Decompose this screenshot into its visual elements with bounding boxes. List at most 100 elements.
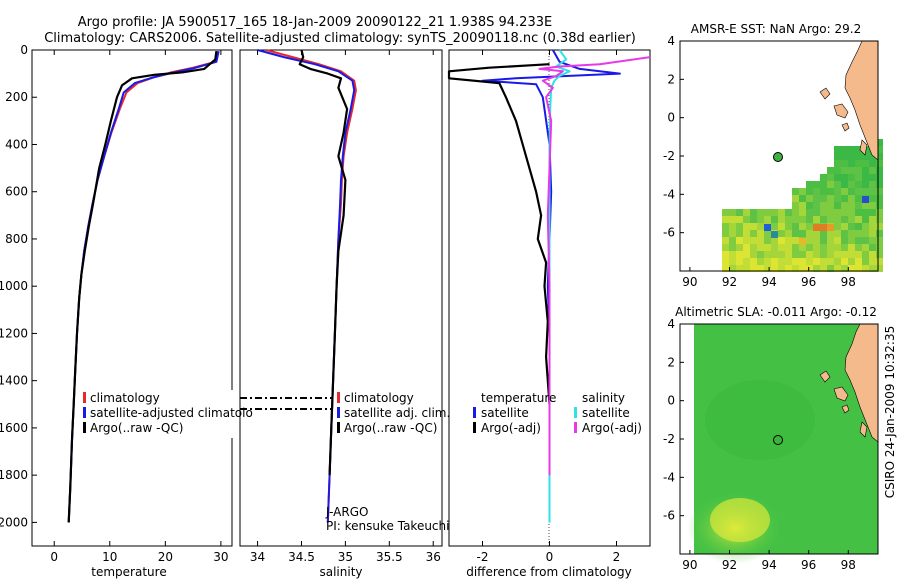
sst-cell (813, 251, 820, 258)
legend3-swatch-cyan (574, 407, 577, 418)
sst-cell (848, 174, 855, 181)
sst-cell (876, 244, 883, 251)
sst-cell (778, 223, 785, 230)
sst-cell (848, 258, 855, 265)
sst-cell (855, 223, 862, 230)
sst-cell (820, 237, 827, 244)
difference-series (447, 49, 651, 523)
map-xtick-label: 90 (682, 275, 697, 289)
sst-cell (876, 230, 883, 237)
sla-island-2 (833, 386, 849, 402)
sla-map-title: Altimetric SLA: -0.011 Argo: -0.12 (675, 305, 877, 319)
xtick-label: 30 (213, 550, 228, 564)
sst-cell (869, 174, 876, 181)
sst-cell (813, 216, 820, 223)
sst-cell (876, 167, 883, 174)
legend3-sal-satellite: satellite (582, 406, 630, 420)
sst-cell (792, 265, 799, 272)
sst-cell (841, 195, 848, 202)
sst-cell (771, 265, 778, 272)
sst-cell (841, 258, 848, 265)
sst-cell (778, 216, 785, 223)
sst-cell (778, 265, 785, 272)
xtick-label: 36 (426, 550, 441, 564)
sst-cell (743, 237, 750, 244)
map-ytick-label: 4 (667, 317, 675, 331)
sst-cell (820, 258, 827, 265)
sst-map-title: AMSR-E SST: NaN Argo: 29.2 (691, 22, 861, 36)
sst-cell (736, 209, 743, 216)
sst-cell (750, 251, 757, 258)
ytick-label: 1400 (0, 374, 28, 388)
sst-cell (848, 153, 855, 160)
sst-cell (855, 237, 862, 244)
sst-cell (876, 146, 883, 153)
xtick-label: 0 (50, 550, 58, 564)
sst-cell (722, 251, 729, 258)
sst-cell (876, 139, 883, 146)
sla-island-1 (819, 370, 831, 383)
sst-cell (729, 251, 736, 258)
sst-cell (855, 160, 862, 167)
sst-cell (799, 195, 806, 202)
ytick-label: 600 (5, 185, 28, 199)
difference-xticks: -2 0 2 (477, 50, 620, 564)
sst-cell (841, 230, 848, 237)
sst-cell (841, 209, 848, 216)
sst-cell (743, 251, 750, 258)
legend2-argo-raw: Argo(..raw -QC) (344, 421, 437, 435)
temperature-xlabel: temperature (91, 565, 166, 579)
xtick-label: 0 (546, 550, 554, 564)
sst-cell (841, 265, 848, 272)
sst-cell (855, 174, 862, 181)
sst-cell (834, 265, 841, 272)
sst-island-3 (841, 122, 850, 132)
sst-argo-marker (773, 152, 783, 162)
sst-cell (729, 237, 736, 244)
sst-cell (855, 188, 862, 195)
sst-cell (855, 258, 862, 265)
sst-cell (743, 258, 750, 265)
credit-text: CSIRO 24-Jan-2009 10:32:35 (883, 326, 897, 498)
sst-cell (813, 209, 820, 216)
sst-cell (834, 174, 841, 181)
sst-cell (827, 237, 834, 244)
sst-cell (834, 244, 841, 251)
map-ytick-label: 2 (667, 355, 675, 369)
sst-cell (764, 237, 771, 244)
sst-cell (862, 251, 869, 258)
sst-cell (848, 216, 855, 223)
sst-cell (827, 195, 834, 202)
sst-cell (848, 181, 855, 188)
sst-cell (827, 174, 834, 181)
ytick-label: 1200 (0, 326, 28, 340)
legend-climatology: climatology (90, 391, 160, 405)
map-ytick-label: 2 (667, 72, 675, 86)
sst-cell (750, 258, 757, 265)
sst-cell (827, 265, 834, 272)
sst-cell (799, 216, 806, 223)
xtick-label: 20 (158, 550, 173, 564)
sst-cell (827, 202, 834, 209)
sst-cell (750, 244, 757, 251)
legend3-temp-argo: Argo(-adj) (481, 421, 541, 435)
sst-cell (757, 230, 764, 237)
sst-cell (729, 209, 736, 216)
legend3-swatch-blue (473, 407, 476, 418)
legend2-satellite-adj: satellite adj. clim. (344, 406, 450, 420)
difference-legend: temperature salinity satellite Argo(-adj… (473, 391, 642, 435)
map-ytick-label: -2 (663, 149, 675, 163)
legend2-swatch-blue (337, 407, 340, 418)
sst-cell (862, 174, 869, 181)
sst-cell (743, 209, 750, 216)
sst-cell (757, 237, 764, 244)
legend3-sal-argo: Argo(-adj) (582, 421, 642, 435)
sst-cell (736, 251, 743, 258)
map-xtick-label: 92 (722, 275, 737, 289)
sst-cell (771, 216, 778, 223)
sst-island-4 (859, 139, 868, 156)
sst-cell (778, 237, 785, 244)
legend-swatch-red (83, 392, 86, 403)
sst-cell (876, 216, 883, 223)
map-xtick-label: 94 (761, 558, 776, 572)
